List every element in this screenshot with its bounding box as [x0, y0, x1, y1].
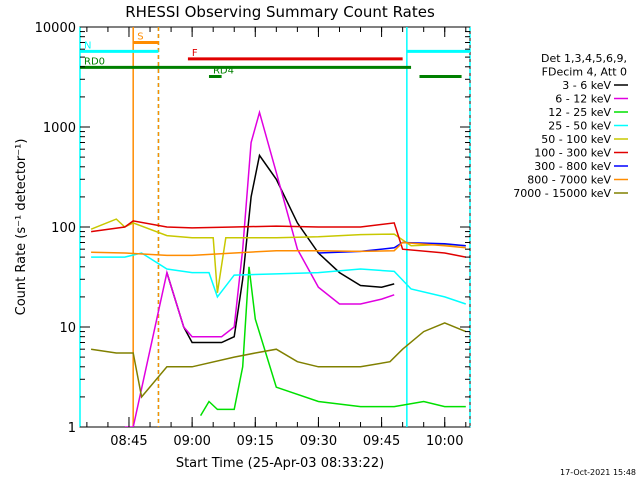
series-line-8: [91, 241, 466, 257]
y-axis-label: Count Rate (s⁻¹ detector⁻¹): [14, 139, 29, 316]
state-flags: S N F RD0 RD4: [80, 31, 470, 78]
legend: Det 1,3,4,5,6,9,FDecim 4, Att 03 - 6 keV…: [513, 52, 628, 200]
x-tick-label-4: 09:30: [300, 434, 337, 449]
axes: 1 10 100 1000 10000 08:45 09:00 09:15 09:30 09:45…: [35, 21, 470, 449]
chart-title: RHESSI Observing Summary Count Rates: [125, 3, 435, 21]
series-line-3: [199, 266, 466, 416]
y-tick-label-5: 10000: [35, 21, 76, 36]
x-tick-label-1: 08:45: [110, 434, 147, 449]
vertical-markers: [79, 27, 471, 427]
y-tick-label-1: 1: [68, 421, 76, 436]
legend-label-2: 6 - 12 keV: [555, 93, 611, 106]
x-tick-label-2: 09:00: [173, 434, 210, 449]
flag-label-1: S: [137, 31, 143, 42]
timestamp: 17-Oct-2021 15:48: [560, 468, 636, 477]
legend-label-8: 800 - 7000 keV: [527, 174, 611, 187]
legend-label-9: 7000 - 15000 keV: [513, 187, 611, 200]
series-line-4: [91, 252, 467, 305]
y-tick-label-4: 1000: [43, 121, 76, 136]
series-line-5: [90, 218, 466, 293]
x-tick-label-5: 09:45: [363, 434, 400, 449]
legend-header-1: Det 1,3,4,5,6,9,: [541, 52, 627, 65]
series-line-1: [166, 153, 395, 344]
flag-label-5: RD0: [84, 56, 105, 67]
flag-label-7: RD4: [213, 65, 234, 76]
series-line-9: [90, 322, 467, 399]
y-tick-label-2: 10: [59, 321, 76, 336]
plot-frame: [79, 26, 471, 428]
legend-header-2: FDecim 4, Att 0: [542, 66, 627, 79]
legend-label-4: 25 - 50 keV: [548, 120, 611, 133]
series-lines: [90, 109, 467, 427]
flag-label-4: F: [192, 48, 198, 59]
y-tick-label-3: 100: [51, 221, 76, 236]
x-tick-label-3: 09:15: [237, 434, 274, 449]
legend-label-5: 50 - 100 keV: [541, 133, 611, 146]
legend-label-6: 100 - 300 keV: [534, 147, 611, 160]
legend-label-1: 3 - 6 keV: [562, 79, 611, 92]
x-tick-label-6: 10:00: [426, 434, 463, 449]
flag-label-2: N: [84, 40, 91, 51]
legend-label-7: 300 - 800 keV: [534, 160, 611, 173]
x-axis-label: Start Time (25-Apr-03 08:33:22): [176, 456, 384, 471]
series-line-2: [124, 109, 395, 427]
legend-label-3: 12 - 25 keV: [548, 106, 611, 119]
series-line-6: [90, 220, 466, 258]
